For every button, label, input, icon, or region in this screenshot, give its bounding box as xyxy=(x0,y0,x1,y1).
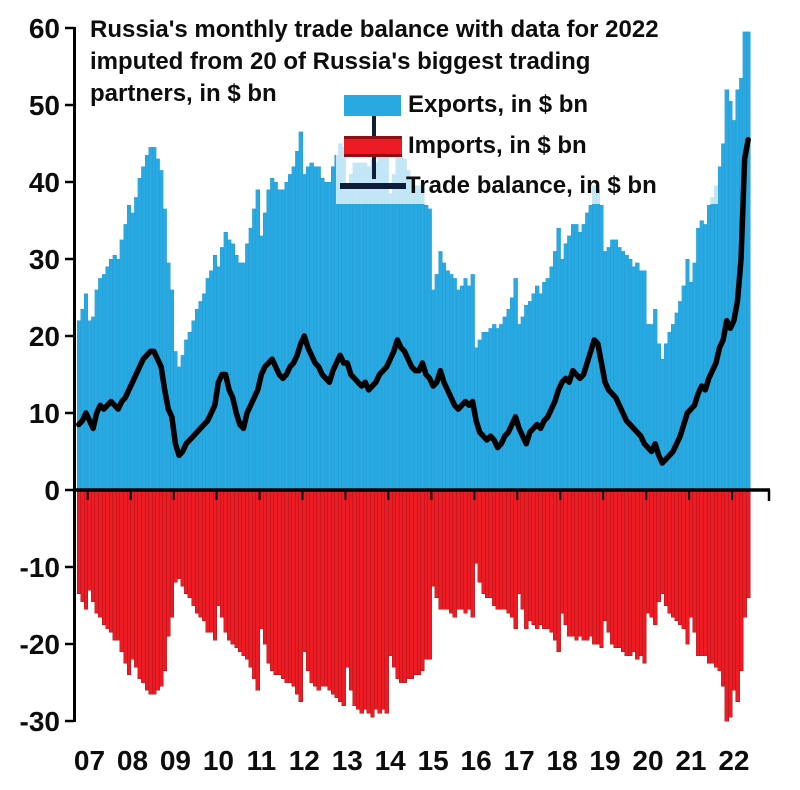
x-axis-tick-label: 10 xyxy=(203,745,234,776)
x-axis-tick-label: 07 xyxy=(74,745,105,776)
trade-balance-line xyxy=(76,136,751,466)
legend-item-imports: Imports, in $ bn xyxy=(344,132,587,160)
y-axis-labels: 60 50 40 30 20 10 0 -10 -20 -30 xyxy=(20,13,60,737)
x-axis-tick-label: 12 xyxy=(289,745,320,776)
x-axis-tick-label: 22 xyxy=(718,745,749,776)
imports-swatch-icon xyxy=(344,135,402,157)
x-axis-tick-label: 16 xyxy=(461,745,492,776)
exports-swatch-icon xyxy=(344,94,401,116)
chart-title-line-1: Russia's monthly trade balance with data… xyxy=(90,16,659,43)
x-axis-labels: 07 08 09 10 11 12 13 14 15 16 17 18 19 20 21 22 xyxy=(74,745,750,776)
x-axis-tick-label: 14 xyxy=(375,745,407,776)
y-axis-tick-label: 30 xyxy=(29,244,60,275)
y-axis-tick-label: -10 xyxy=(20,552,60,583)
x-axis-tick-label: 18 xyxy=(547,745,578,776)
y-axis-tick-label: -30 xyxy=(20,706,60,737)
y-axis-tick-label: 10 xyxy=(29,398,60,429)
legend-label-imports: Imports, in $ bn xyxy=(408,132,587,159)
trade-balance-swatch-icon xyxy=(340,183,406,189)
legend-label-exports: Exports, in $ bn xyxy=(408,91,589,118)
y-axis-tick-label: 20 xyxy=(29,321,60,352)
legend-item-trade-balance: Trade balance, in $ bn xyxy=(340,172,657,200)
chart-title-line-2: imputed from 20 of Russia's biggest trad… xyxy=(90,48,591,75)
x-axis-tick-label: 13 xyxy=(332,745,363,776)
y-axis-tick-label: 40 xyxy=(29,167,60,198)
chart-title: Russia's monthly trade balance with data… xyxy=(90,14,730,110)
chart-title-line-3: partners, in $ bn xyxy=(90,80,277,107)
y-axis-tick-label: 0 xyxy=(44,475,60,506)
x-axis-tick-label: 17 xyxy=(504,745,535,776)
y-axis-tick-label: 60 xyxy=(29,13,60,44)
x-axis-tick-label: 11 xyxy=(247,745,277,776)
legend-item-exports: Exports, in $ bn xyxy=(344,91,588,119)
x-axis-tick-label: 09 xyxy=(160,745,191,776)
x-axis-tick-label: 20 xyxy=(632,745,663,776)
chart-legend: Exports, in $ bn Imports, in $ bn Trade … xyxy=(336,84,718,204)
imports-bars xyxy=(76,489,751,722)
axes xyxy=(65,26,771,723)
x-axis-tick-label: 15 xyxy=(418,745,449,776)
x-axis-tick-label: 19 xyxy=(589,745,620,776)
y-axis-tick-label: 50 xyxy=(29,90,60,121)
x-axis-tick-label: 08 xyxy=(117,745,148,776)
x-axis-tick-label: 21 xyxy=(675,745,706,776)
legend-label-trade-balance: Trade balance, in $ bn xyxy=(406,172,657,199)
y-axis-tick-label: -20 xyxy=(20,629,60,660)
